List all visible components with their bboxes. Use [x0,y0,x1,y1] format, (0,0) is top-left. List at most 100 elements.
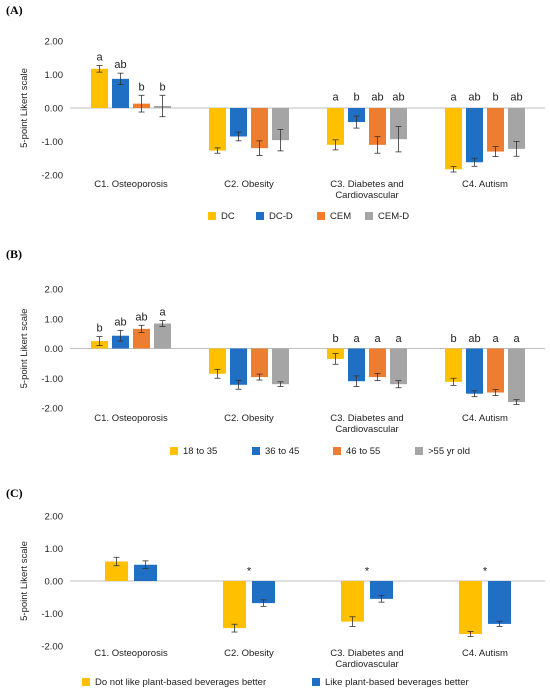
legend-swatch [170,447,178,455]
category-label: C3. Diabetes and [330,179,403,190]
bar [348,108,365,123]
y-axis-label: 5-point Likert scale [19,309,30,389]
y-tick-label: 0.00 [45,577,64,588]
y-tick-label: 1.00 [45,314,64,325]
significance-letter: b [332,333,338,345]
bar [112,335,129,349]
y-tick-label: -1.00 [41,137,63,148]
category-label: Cardiovascular [335,424,398,435]
legend-swatch [317,212,325,220]
category-label: C2. Obesity [224,413,274,424]
significance-letter: a [450,92,457,104]
category-label: C2. Obesity [224,179,274,190]
y-tick-label: 2.00 [45,37,64,48]
category-label: C1. Osteoporosis [94,413,168,424]
bar [223,581,246,629]
bar [251,348,268,378]
significance-letter: a [374,333,381,345]
legend-label: DC [221,211,235,222]
legend-label: 36 to 45 [265,446,299,457]
significance-letter: b [96,323,102,335]
bar [134,564,157,581]
bar [251,108,268,149]
category-label: C1. Osteoporosis [94,179,168,190]
bar [390,108,407,140]
legend-label: CEM-D [378,211,409,222]
category-label: C4. Autism [462,648,508,659]
bar [209,108,226,151]
bar [459,581,482,634]
category-label: C4. Autism [462,413,508,424]
bar [466,348,483,394]
bar [348,348,365,382]
significance-letter: ab [371,92,383,104]
bar [230,348,247,385]
y-tick-label: 1.00 [45,70,64,81]
significance-letter: ab [468,92,480,104]
legend-label: >55 yr old [428,446,470,457]
bar [154,323,171,349]
significance-letter: a [492,333,499,345]
bar [488,581,511,624]
chart-2: 2.00 1.00 0.00 -1.00 -2.00 5-point Likert sca… [19,285,545,457]
significance-letter: ab [135,311,147,323]
bar [445,348,462,382]
significance-letter: b [138,81,144,93]
category-label: C1. Osteoporosis [94,648,168,659]
category-label: C2. Obesity [224,648,274,659]
significance-letter: b [159,81,165,93]
significance-letter: a [96,51,103,63]
panel-a-letter: (A) [6,3,23,17]
y-axis-label: 5-point Likert scale [19,541,30,621]
bar [466,108,483,163]
category-label: C3. Diabetes and [330,648,403,659]
y-tick-label: 2.00 [45,285,64,296]
bar [133,328,150,349]
bar [341,581,364,622]
legend-label: DC-D [269,211,293,222]
y-tick-label: -1.00 [41,374,63,385]
legend-label: 46 to 55 [346,446,380,457]
y-tick-label: 0.00 [45,344,64,355]
significance-letter: a [513,333,520,345]
category-label: C3. Diabetes and [330,413,403,424]
significance-letter: a [353,333,360,345]
legend-label: Like plant-based beverages better [325,677,469,688]
bar [91,68,108,108]
bar [508,108,525,149]
category-label: Cardiovascular [335,659,398,670]
significance-star: * [365,566,370,578]
bar [105,561,128,581]
legend-swatch [312,678,320,686]
category-label: C4. Autism [462,179,508,190]
chart-3: 2.00 1.00 0.00 -1.00 -2.00 5-point Likert sca… [19,512,545,688]
panel-c-letter: (C) [6,486,23,500]
significance-star: * [483,566,488,578]
bar [272,108,289,141]
bar [445,108,462,170]
y-tick-label: 1.00 [45,544,64,555]
bar [508,348,525,403]
chart-1: 2.00 1.00 0.00 -1.00 -2.00 5-point Likert sca… [19,37,545,222]
bar [252,581,275,604]
significance-letter: b [353,92,359,104]
legend-swatch [252,447,260,455]
significance-letter: b [450,333,456,345]
bar [230,108,247,137]
significance-letter: a [332,92,339,104]
category-label: Cardiovascular [335,190,398,201]
y-tick-label: -2.00 [41,642,63,653]
significance-letter: a [395,333,402,345]
significance-letter: a [159,307,166,319]
legend-label: 18 to 35 [183,446,217,457]
significance-letter: b [492,92,498,104]
panel-b-letter: (B) [6,247,22,261]
bar [209,348,226,374]
y-axis-label: 5-point Likert scale [19,68,30,148]
bar [369,348,386,378]
significance-letter: ab [114,316,126,328]
legend-swatch [415,447,423,455]
bar [390,348,407,385]
y-tick-label: -1.00 [41,609,63,620]
